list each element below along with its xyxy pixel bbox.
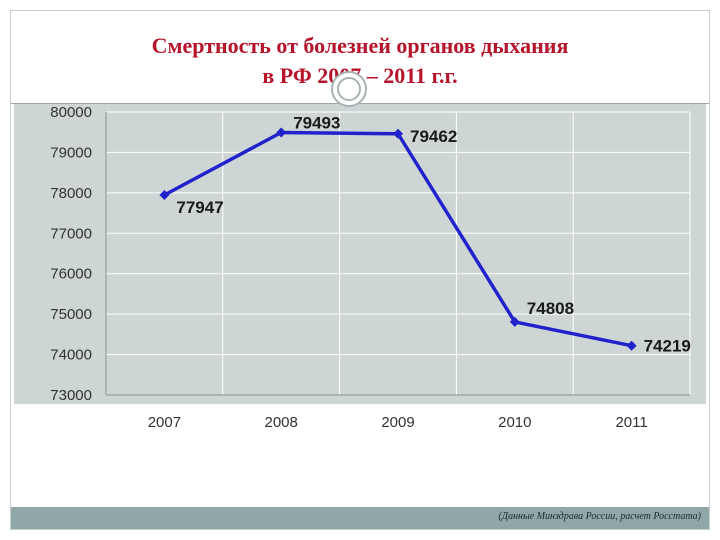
plot-area xyxy=(106,112,690,395)
data-point xyxy=(276,127,287,138)
y-tick-label: 79000 xyxy=(50,144,92,161)
title-area: Смертность от болезней органов дыхания в… xyxy=(11,11,709,103)
chart-title: Смертность от болезней органов дыхания в… xyxy=(11,31,709,91)
x-tick-label: 2010 xyxy=(498,414,531,431)
data-point xyxy=(626,340,637,351)
y-tick-label: 76000 xyxy=(50,266,92,283)
ornament-circle-icon xyxy=(331,71,367,107)
y-tick-label: 74000 xyxy=(50,347,92,364)
data-label: 79462 xyxy=(410,127,457,146)
title-divider xyxy=(11,103,709,104)
y-tick-label: 78000 xyxy=(50,185,92,202)
data-label: 77947 xyxy=(176,198,223,217)
x-tick-label: 2009 xyxy=(381,414,414,431)
data-point xyxy=(159,189,170,200)
data-point xyxy=(393,128,403,139)
data-label: 74219 xyxy=(644,337,691,356)
source-note: (Данные Минздрава России, расчет Росстат… xyxy=(498,511,701,522)
y-tick-label: 73000 xyxy=(50,387,92,404)
y-tick-label: 75000 xyxy=(50,306,92,323)
y-tick-label: 77000 xyxy=(50,225,92,242)
x-tick-label: 2011 xyxy=(615,414,647,431)
x-tick-label: 2007 xyxy=(148,414,181,431)
y-tick-label: 80000 xyxy=(50,104,92,121)
title-line-1: Смертность от болезней органов дыхания xyxy=(151,33,569,58)
x-tick-label: 2008 xyxy=(265,414,298,431)
data-label: 74808 xyxy=(527,299,574,318)
footer-bar: (Данные Минздрава России, расчет Росстат… xyxy=(11,507,709,529)
data-label: 79493 xyxy=(293,113,340,132)
data-point xyxy=(509,316,520,327)
